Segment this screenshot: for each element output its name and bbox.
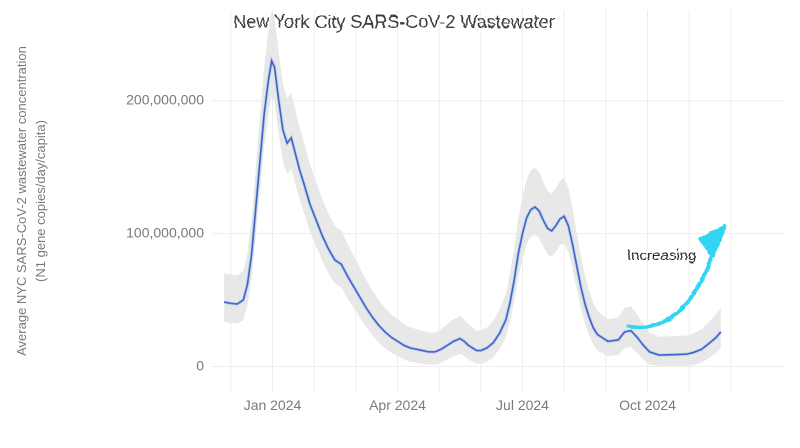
svg-text:(N1 gene copies/day/capita): (N1 gene copies/day/capita) (33, 120, 48, 282)
svg-text:Jan 2024: Jan 2024 (244, 397, 302, 413)
svg-text:Apr 2024: Apr 2024 (369, 397, 426, 413)
svg-text:Average NYC SARS-CoV-2 wastewa: Average NYC SARS-CoV-2 wastewater concen… (14, 46, 29, 356)
svg-text:200,000,000: 200,000,000 (126, 92, 204, 108)
svg-text:Jul 2024: Jul 2024 (496, 397, 549, 413)
svg-text:Oct 2024: Oct 2024 (619, 397, 676, 413)
svg-text:New York City SARS-CoV-2 Waste: New York City SARS-CoV-2 Wastewater (233, 12, 554, 32)
svg-text:0: 0 (196, 358, 204, 374)
svg-text:Increasing: Increasing (627, 247, 696, 264)
svg-text:100,000,000: 100,000,000 (126, 225, 204, 241)
